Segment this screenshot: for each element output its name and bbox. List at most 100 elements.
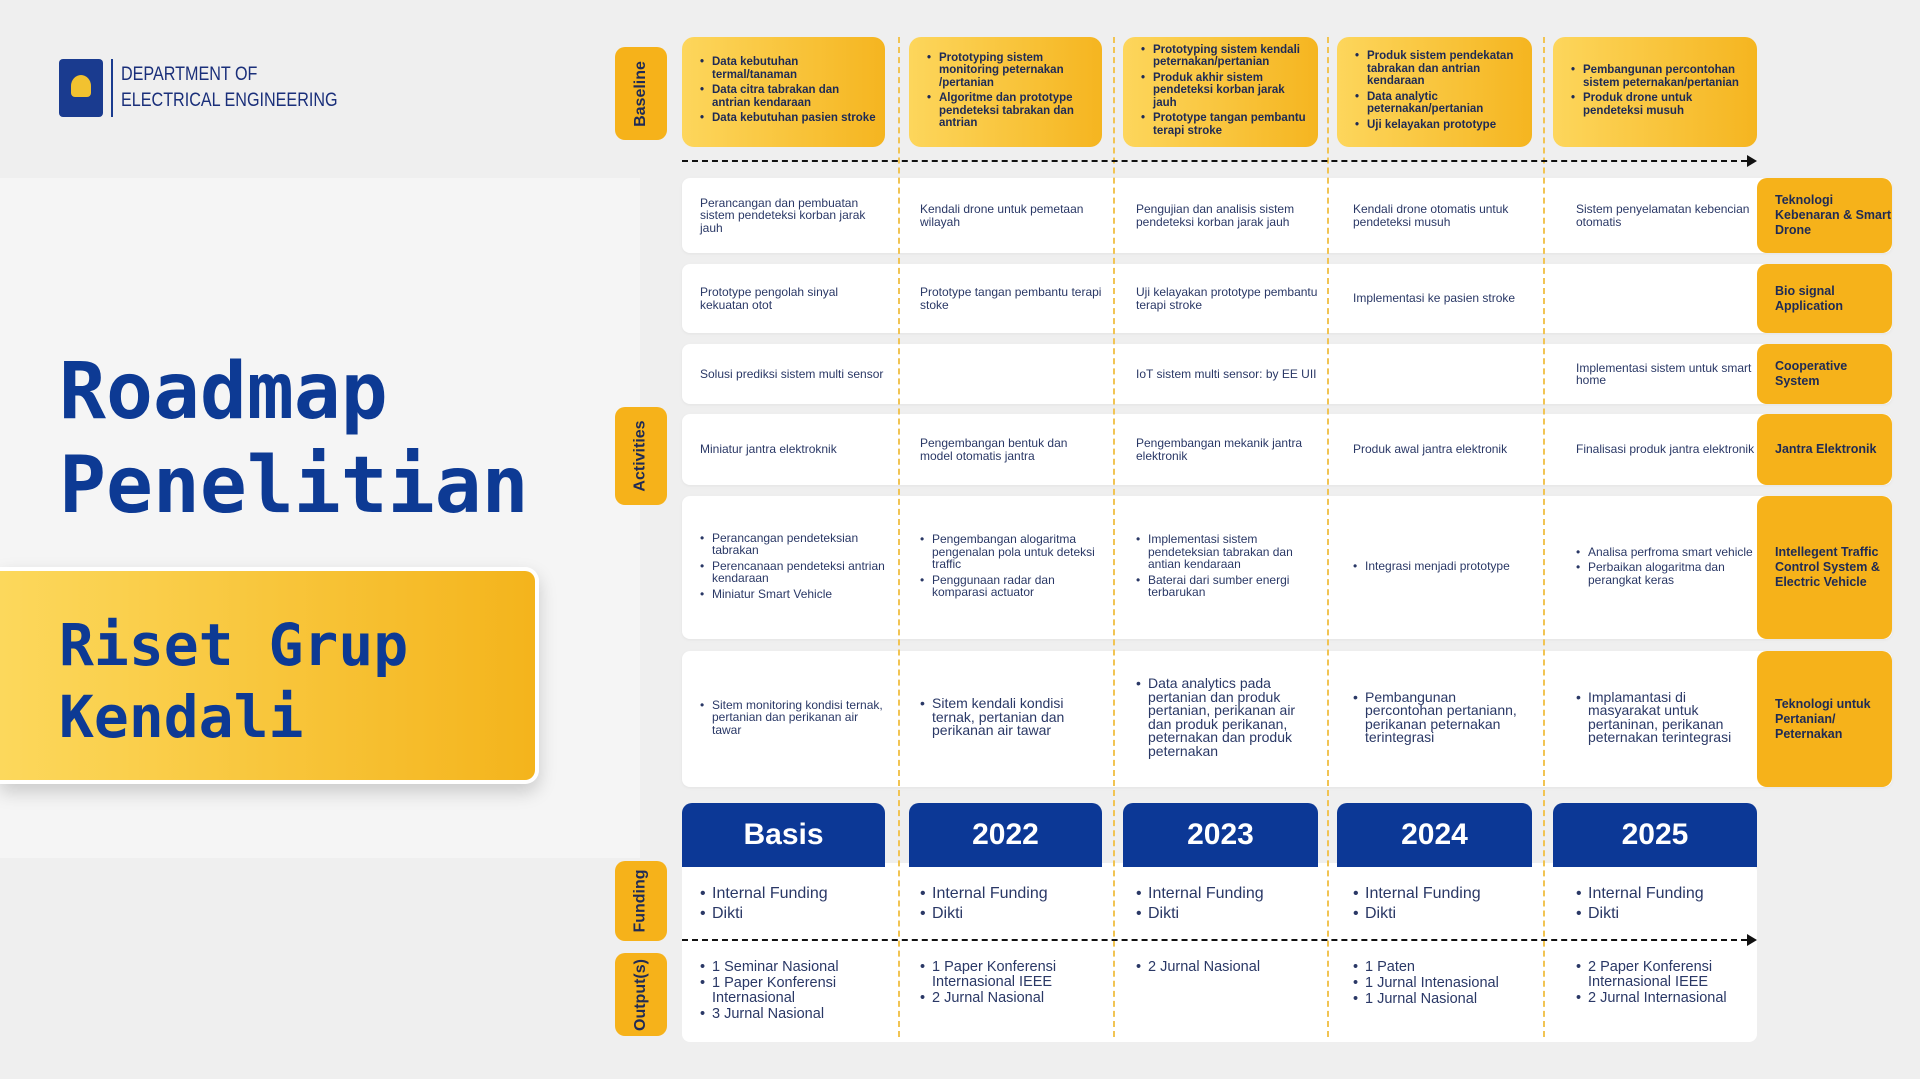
list-item: Sitem kendali kondisi ternak, pertanian …: [920, 696, 1102, 738]
list-item: Uji kelayakan prototype: [1355, 119, 1524, 132]
activity-text: Prototype tangan pembantu terapi stoke: [920, 285, 1102, 312]
activity-row: Perancangan dan pembuatan sistem pendete…: [682, 178, 1892, 253]
activity-cell: [1353, 344, 1538, 404]
activity-text: Kendali drone untuk pemetaan wilayah: [920, 202, 1084, 229]
list-item: Data analytic peternakan/pertanian: [1355, 91, 1524, 116]
funding-cell: Internal FundingDikti: [1576, 884, 1704, 924]
list-item: 2 Paper Konferensi Internasional IEEE: [1576, 960, 1757, 990]
list-item: Internal Funding: [1576, 884, 1704, 903]
list-item: 2 Jurnal Nasional: [920, 991, 1102, 1007]
funding-cell: Internal FundingDikti: [1136, 884, 1264, 924]
page-title: Roadmap Penelitian: [59, 345, 529, 533]
group-line1: Riset Grup: [59, 611, 409, 679]
list-item: Analisa perfroma smart vehicle: [1576, 546, 1757, 559]
list-item: Produk drone untuk pendeteksi musuh: [1571, 92, 1749, 117]
activity-cell: Pengembangan bentuk dan model otomatis j…: [920, 414, 1108, 485]
bullet-list: Pembangunan percontohan sistem peternaka…: [1571, 64, 1749, 120]
research-topic-tag: Teknologi Kebenaran & Smart Drone: [1757, 178, 1892, 253]
research-topic-tag: Teknologi untuk Pertanian/ Peternakan: [1757, 651, 1892, 787]
activity-text: Pengembangan bentuk dan model otomatis j…: [920, 436, 1068, 463]
side-label-outputs: Output(s): [615, 953, 667, 1036]
baseline-box: Prototyping sistem monitoring peternakan…: [909, 37, 1102, 147]
list-item: Algoritme dan prototype pendeteksi tabra…: [927, 92, 1094, 130]
list-item: Miniatur Smart Vehicle: [700, 588, 885, 601]
list-item: Perencanaan pendeteksi antrian kendaraan: [700, 560, 885, 585]
column-divider: [1543, 37, 1545, 1037]
bullet-list: Internal FundingDikti: [1136, 884, 1264, 923]
funding-cell: Internal FundingDikti: [1353, 884, 1481, 924]
activity-cell: Perancangan dan pembuatan sistem pendete…: [700, 178, 891, 253]
bullet-list: Implementasi sistem pendeteksian tabraka…: [1136, 533, 1318, 602]
activity-cell: Pengembangan mekanik jantra elektronik: [1136, 414, 1324, 485]
year-header-2022: 2022: [909, 803, 1102, 867]
bullet-list: Pembangunan percontohan pertaniann, peri…: [1353, 690, 1532, 748]
activity-text: Sistem penyelamatan kebencian otomatis: [1576, 202, 1750, 229]
baseline-box: Prototyping sistem kendali peternakan/pe…: [1123, 37, 1318, 147]
activity-cell: Kendali drone untuk pemetaan wilayah: [920, 178, 1108, 253]
activity-row: Miniatur jantra elektroknik Pengembangan …: [682, 414, 1892, 485]
arrow-head-icon: [1747, 155, 1757, 167]
activity-cell: Sitem kendali kondisi ternak, pertanian …: [920, 651, 1108, 787]
bullet-list: Internal FundingDikti: [920, 884, 1048, 923]
list-item: Dikti: [1136, 904, 1264, 923]
list-item: 1 Paper Konferensi Internasional IEEE: [920, 960, 1102, 990]
activity-cell: Miniatur jantra elektroknik: [700, 414, 891, 485]
bullet-list: Data analytics pada pertanian dan produk…: [1136, 676, 1318, 761]
list-item: Implamantasi di masyarakat untuk pertani…: [1576, 690, 1757, 745]
activity-text: Kendali drone otomatis untuk pendeteksi …: [1353, 202, 1509, 229]
bullet-list: Perancangan pendeteksian tabrakan Perenca…: [700, 532, 885, 604]
list-item: 1 Seminar Nasional: [700, 960, 885, 976]
activity-text: Finalisasi produk jantra elektronik: [1576, 442, 1755, 457]
activity-cell: Implementasi ke pasien stroke: [1353, 264, 1538, 333]
list-item: Prototyping sistem monitoring peternakan…: [927, 52, 1094, 90]
dept-line2: ELECTRICAL ENGINEERING: [121, 90, 338, 111]
activity-cell: Perancangan pendeteksian tabrakan Perenca…: [700, 496, 891, 639]
title-line1: Roadmap: [59, 347, 388, 437]
list-item: Internal Funding: [1136, 884, 1264, 903]
bullet-list: Prototyping sistem monitoring peternakan…: [927, 52, 1094, 133]
baseline-box: Pembangunan percontohan sistem peternaka…: [1553, 37, 1757, 147]
funding-cell: Internal FundingDikti: [920, 884, 1048, 924]
activity-cell: Implementasi sistem pendeteksian tabraka…: [1136, 496, 1324, 639]
bullet-list: Integrasi menjadi prototype: [1353, 560, 1510, 576]
activity-text: Uji kelayakan prototype pembantu terapi …: [1136, 285, 1318, 312]
output-cell: 1 Paten1 Jurnal Intenasional1 Jurnal Nas…: [1353, 960, 1532, 1008]
activity-text: Prototype pengolah sinyal kekuatan otot: [700, 285, 839, 312]
activity-text: Solusi prediksi sistem multi sensor: [700, 366, 884, 381]
bullet-list: Internal FundingDikti: [1353, 884, 1481, 923]
list-item: Prototype tangan pembantu terapi stroke: [1141, 112, 1310, 137]
side-label-text: Funding: [632, 869, 649, 933]
list-item: Pembangunan percontohan pertaniann, peri…: [1353, 690, 1532, 745]
group-line2: Kendali: [59, 683, 304, 751]
side-label-text: Output(s): [632, 958, 650, 1031]
department-logo: DEPARTMENT OF ELECTRICAL ENGINEERING: [59, 59, 376, 117]
output-cell: 2 Jurnal Nasional: [1136, 960, 1318, 976]
activity-text: Pengembangan mekanik jantra elektronik: [1136, 436, 1303, 463]
activity-cell: Sistem penyelamatan kebencian otomatis: [1576, 178, 1763, 253]
output-cell: 2 Paper Konferensi Internasional IEEE2 J…: [1576, 960, 1757, 1007]
year-header-2024: 2024: [1337, 803, 1532, 867]
activity-cell: Implementasi sistem untuk smart home: [1576, 344, 1763, 404]
list-item: Dikti: [1576, 904, 1704, 923]
bullet-list: 2 Jurnal Nasional: [1136, 960, 1318, 976]
activity-cell: Pengembangan alogaritma pengenalan pola …: [920, 496, 1108, 639]
side-label-baseline: Baseline: [615, 47, 667, 140]
column-divider: [1327, 37, 1329, 1037]
activity-cell: Prototype tangan pembantu terapi stoke: [920, 264, 1108, 333]
activity-cell: Pembangunan percontohan pertaniann, peri…: [1353, 651, 1538, 787]
column-divider: [898, 37, 900, 1037]
research-group-banner: Riset Grup Kendali: [0, 567, 539, 784]
list-item: Data kebutuhan termal/tanaman: [700, 56, 877, 81]
funding-cell: Internal FundingDikti: [700, 884, 828, 924]
activity-cell: [1576, 264, 1763, 333]
activity-cell: Prototype pengolah sinyal kekuatan otot: [700, 264, 891, 333]
list-item: Pengembangan alogaritma pengenalan pola …: [920, 533, 1102, 571]
list-item: Dikti: [1353, 904, 1481, 923]
research-topic-tag: Cooperative System: [1757, 344, 1892, 404]
activity-text: Produk awal jantra elektronik: [1353, 442, 1508, 457]
research-topic-tag: Intellegent Traffic Control System & Ele…: [1757, 496, 1892, 639]
list-item: Pembangunan percontohan sistem peternaka…: [1571, 64, 1749, 89]
bullet-list: 1 Paper Konferensi Internasional IEEE2 J…: [920, 960, 1102, 1007]
list-item: Internal Funding: [700, 884, 828, 903]
university-seal-icon: [59, 59, 103, 117]
